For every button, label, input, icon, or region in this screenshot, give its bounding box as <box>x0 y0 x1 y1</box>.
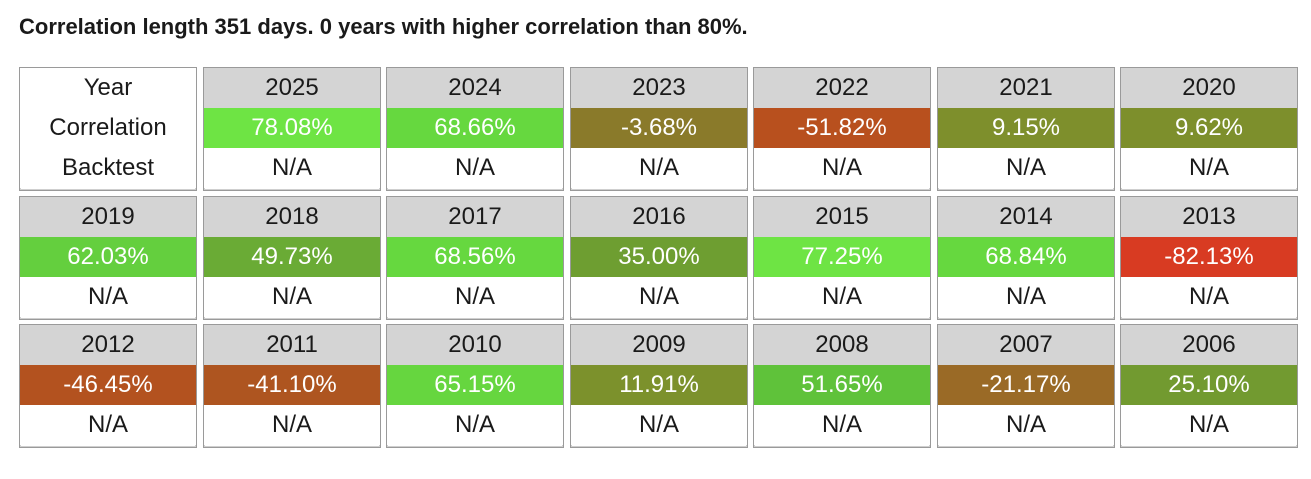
backtest-value: N/A <box>20 277 196 317</box>
year-cell-2007: 2007 -21.17% N/A <box>937 324 1115 448</box>
backtest-value: N/A <box>204 405 380 445</box>
year-cell-2017: 2017 68.56% N/A <box>386 196 564 320</box>
backtest-value: N/A <box>754 405 930 445</box>
year-label: 2020 <box>1121 68 1297 108</box>
year-cell-2011: 2011 -41.10% N/A <box>203 324 381 448</box>
correlation-value: 35.00% <box>571 237 747 277</box>
year-cell-2016: 2016 35.00% N/A <box>570 196 748 320</box>
correlation-value: 78.08% <box>204 108 380 148</box>
year-cell-2024: 2024 68.66% N/A <box>386 67 564 191</box>
correlation-value: -3.68% <box>571 108 747 148</box>
year-label: 2022 <box>754 68 930 108</box>
backtest-value: N/A <box>754 277 930 317</box>
correlation-value: -41.10% <box>204 365 380 405</box>
year-label: 2014 <box>938 197 1114 237</box>
year-label: 2017 <box>387 197 563 237</box>
backtest-value: N/A <box>20 405 196 445</box>
year-cell-2014: 2014 68.84% N/A <box>937 196 1115 320</box>
year-cell-2009: 2009 11.91% N/A <box>570 324 748 448</box>
correlation-value: -51.82% <box>754 108 930 148</box>
legend-cell: Year Correlation Backtest <box>19 67 197 191</box>
correlation-value: 9.62% <box>1121 108 1297 148</box>
correlation-value: 62.03% <box>20 237 196 277</box>
backtest-value: N/A <box>1121 148 1297 188</box>
backtest-value: N/A <box>387 277 563 317</box>
backtest-value: N/A <box>938 277 1114 317</box>
backtest-value: N/A <box>387 405 563 445</box>
correlation-value: 11.91% <box>571 365 747 405</box>
correlation-value: 49.73% <box>204 237 380 277</box>
legend-correlation-label: Correlation <box>20 108 196 148</box>
correlation-value: 25.10% <box>1121 365 1297 405</box>
year-cell-2008: 2008 51.65% N/A <box>753 324 931 448</box>
correlation-value: 68.66% <box>387 108 563 148</box>
year-cell-2021: 2021 9.15% N/A <box>937 67 1115 191</box>
year-label: 2016 <box>571 197 747 237</box>
year-label: 2021 <box>938 68 1114 108</box>
year-cell-2023: 2023 -3.68% N/A <box>570 67 748 191</box>
backtest-value: N/A <box>938 405 1114 445</box>
correlation-value: -82.13% <box>1121 237 1297 277</box>
year-label: 2012 <box>20 325 196 365</box>
year-cell-2025: 2025 78.08% N/A <box>203 67 381 191</box>
year-cell-2018: 2018 49.73% N/A <box>203 196 381 320</box>
year-cell-2010: 2010 65.15% N/A <box>386 324 564 448</box>
correlation-value: 65.15% <box>387 365 563 405</box>
year-label: 2006 <box>1121 325 1297 365</box>
year-label: 2010 <box>387 325 563 365</box>
year-label: 2011 <box>204 325 380 365</box>
year-label: 2018 <box>204 197 380 237</box>
backtest-value: N/A <box>387 148 563 188</box>
year-label: 2015 <box>754 197 930 237</box>
year-cell-2022: 2022 -51.82% N/A <box>753 67 931 191</box>
correlation-value: 51.65% <box>754 365 930 405</box>
year-label: 2007 <box>938 325 1114 365</box>
page-title: Correlation length 351 days. 0 years wit… <box>19 14 748 39</box>
year-label: 2008 <box>754 325 930 365</box>
year-cell-2012: 2012 -46.45% N/A <box>19 324 197 448</box>
correlation-value: -46.45% <box>20 365 196 405</box>
correlation-value: -21.17% <box>938 365 1114 405</box>
legend-backtest-label: Backtest <box>20 148 196 188</box>
backtest-value: N/A <box>938 148 1114 188</box>
year-cell-2015: 2015 77.25% N/A <box>753 196 931 320</box>
backtest-value: N/A <box>571 277 747 317</box>
year-cell-2019: 2019 62.03% N/A <box>19 196 197 320</box>
year-cell-2020: 2020 9.62% N/A <box>1120 67 1298 191</box>
backtest-value: N/A <box>754 148 930 188</box>
year-label: 2013 <box>1121 197 1297 237</box>
backtest-value: N/A <box>1121 277 1297 317</box>
correlation-value: 77.25% <box>754 237 930 277</box>
year-label: 2019 <box>20 197 196 237</box>
backtest-value: N/A <box>571 405 747 445</box>
year-label: 2009 <box>571 325 747 365</box>
year-cell-2006: 2006 25.10% N/A <box>1120 324 1298 448</box>
correlation-value: 68.84% <box>938 237 1114 277</box>
correlation-value: 9.15% <box>938 108 1114 148</box>
backtest-value: N/A <box>1121 405 1297 445</box>
correlation-grid: Year Correlation Backtest 2025 78.08% N/… <box>19 67 1311 448</box>
backtest-value: N/A <box>204 148 380 188</box>
year-label: 2025 <box>204 68 380 108</box>
year-label: 2024 <box>387 68 563 108</box>
correlation-value: 68.56% <box>387 237 563 277</box>
legend-year-label: Year <box>20 68 196 108</box>
year-label: 2023 <box>571 68 747 108</box>
year-cell-2013: 2013 -82.13% N/A <box>1120 196 1298 320</box>
backtest-value: N/A <box>571 148 747 188</box>
backtest-value: N/A <box>204 277 380 317</box>
